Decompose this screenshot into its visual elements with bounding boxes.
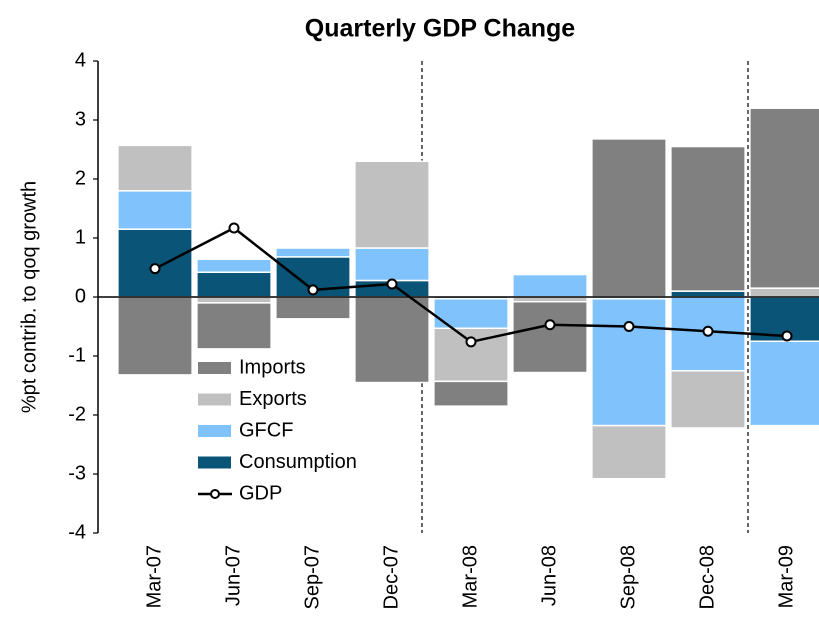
y-tick-label: -4	[68, 521, 86, 543]
line-point	[307, 284, 319, 296]
legend-label: Imports	[239, 356, 306, 378]
bar-segment	[749, 287, 819, 298]
x-tick-label: Mar-08	[459, 545, 481, 608]
bar-segment	[670, 145, 746, 292]
y-axis-title: %pt contrib. to qoq growth	[18, 181, 40, 413]
y-tick-label: -1	[68, 344, 86, 366]
x-tick-label: Mar-07	[143, 545, 165, 608]
y-tick-label: 4	[75, 49, 86, 71]
line-point	[623, 321, 635, 332]
legend-marker	[210, 489, 220, 499]
line-point	[544, 319, 556, 331]
bar-segment	[670, 290, 746, 298]
x-tick-label: Sep-08	[617, 545, 639, 610]
line-point	[781, 330, 793, 342]
bar-segment	[354, 160, 430, 249]
bar-segment	[196, 258, 272, 273]
legend-swatch	[198, 393, 231, 406]
line-point	[149, 263, 161, 275]
bar-segment	[433, 380, 509, 407]
y-tick-label: 1	[75, 226, 86, 248]
bar-segment	[117, 190, 193, 230]
bar-segment	[591, 298, 667, 427]
x-tick-label: Jun-08	[538, 545, 560, 606]
bar-segment	[275, 247, 351, 258]
x-tick-label: Dec-08	[696, 545, 718, 609]
legend-swatch	[198, 362, 231, 374]
legend-label: Exports	[239, 388, 307, 410]
line-point	[228, 222, 240, 234]
y-tick-label: 0	[75, 285, 86, 307]
legend-swatch	[198, 425, 231, 437]
bar-segment	[354, 247, 430, 282]
bar-segment	[749, 340, 819, 427]
y-tick-label: -3	[68, 462, 86, 484]
bar-segment	[196, 271, 272, 298]
bar-segment	[670, 370, 746, 429]
line-point	[386, 278, 398, 290]
bar-segment	[512, 273, 588, 298]
bar-segment	[354, 296, 430, 384]
x-tick-label: Jun-07	[222, 545, 244, 606]
bar-segment	[117, 296, 193, 376]
y-tick-label: -2	[68, 403, 86, 425]
y-tick-label: 3	[75, 108, 86, 130]
legend-label: Consumption	[239, 451, 357, 473]
bar-segment	[512, 300, 588, 374]
bar-segment	[196, 302, 272, 350]
x-tick-label: Mar-09	[775, 545, 797, 608]
line-point	[465, 336, 477, 348]
bar-segment	[117, 144, 193, 192]
line-point	[702, 325, 714, 337]
chart-title: Quarterly GDP Change	[305, 15, 576, 43]
bar-segment	[117, 228, 193, 298]
legend-label: GDP	[239, 482, 282, 504]
bar-segment	[196, 296, 272, 304]
bar-segment	[591, 424, 667, 480]
bar-segment	[591, 138, 667, 298]
x-tick-label: Dec-07	[380, 545, 402, 609]
legend-label: GFCF	[239, 419, 293, 441]
bar-segment	[749, 107, 819, 289]
bar-segment	[275, 296, 351, 320]
legend-swatch	[198, 456, 231, 469]
x-tick-label: Sep-07	[301, 545, 323, 610]
y-tick-label: 2	[75, 167, 86, 189]
